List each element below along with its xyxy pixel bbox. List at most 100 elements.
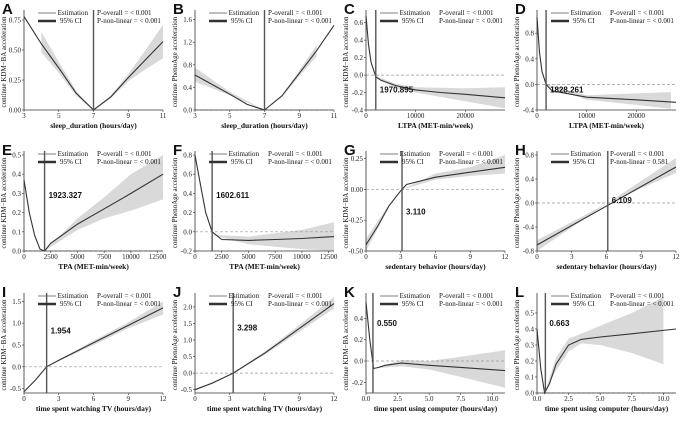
y-tick-label: 0.8 — [525, 30, 534, 38]
reference-value-label: 1.954 — [51, 326, 72, 335]
legend-estimation-label: Estimation — [229, 150, 260, 158]
y-tick-label: -0.5 — [181, 386, 193, 394]
p-nonlinear-text: P-non-linear = < 0.001 — [97, 17, 161, 25]
y-tick-label: 0.25 — [351, 155, 364, 163]
panel-i: I 1.954 0 3 6 9 12 -0.5 0.0 0.5 1.0 1.5 time spent w… — [0, 284, 167, 413]
p-nonlinear-text: P-non-linear = < 0.001 — [610, 300, 674, 308]
p-overall-text: P-overall = < 0.001 — [97, 292, 152, 300]
y-axis-label: continue KDM−BA acceleration — [0, 299, 8, 391]
p-overall-text: P-overall = < 0.001 — [610, 292, 665, 300]
x-tick-label: 10000 — [578, 112, 596, 120]
y-tick-label: 0.0 — [12, 363, 21, 371]
y-tick-label: 0.2 — [354, 54, 363, 62]
x-tick-label: 10.0 — [486, 395, 499, 403]
x-axis-label: sleep_duration (hours/day) — [50, 121, 137, 130]
y-tick-label: -0.2 — [352, 89, 364, 97]
y-tick-label: 0.8 — [183, 152, 192, 160]
p-nonlinear-text: P-non-linear = 0.581 — [610, 158, 669, 166]
x-tick-label: 12500 — [149, 253, 167, 261]
y-tick-label: 0.4 — [525, 326, 534, 334]
legend-estimation-label: Estimation — [58, 150, 89, 158]
estimate-line — [536, 17, 677, 103]
y-tick-label: 1.6 — [183, 16, 192, 24]
panel-a: A 3 5 7 9 11 0.00 0.25 0.50 0.75 sleep_duration (h… — [0, 1, 167, 130]
x-tick-label: 0 — [364, 253, 368, 261]
panel-letter: J — [173, 284, 181, 301]
legend-ci-label: 95% CI — [573, 300, 595, 308]
x-tick-label: 3 — [193, 112, 197, 120]
legend-estimation-label: Estimation — [571, 292, 602, 300]
estimate-line — [365, 302, 506, 372]
y-tick-label: 0.6 — [354, 19, 363, 27]
x-tick-label: 5 — [57, 112, 61, 120]
p-overall-text: P-overall = < 0.001 — [268, 150, 323, 158]
y-tick-label: 0.0 — [183, 228, 192, 236]
x-tick-label: 0 — [22, 395, 26, 403]
estimate-line — [536, 166, 677, 246]
x-tick-label: 10000 — [293, 253, 311, 261]
x-tick-label: 0.0 — [362, 395, 371, 403]
x-tick-label: 6 — [605, 253, 609, 261]
p-overall-text: P-overall = < 0.001 — [97, 9, 152, 17]
panel-letter: E — [2, 142, 12, 159]
x-tick-label: 9 — [298, 395, 302, 403]
y-tick-label: 0.1 — [12, 228, 21, 236]
legend-estimation-label: Estimation — [58, 9, 89, 17]
legend-ci-label: 95% CI — [402, 300, 424, 308]
x-tick-label: 0 — [193, 395, 197, 403]
x-tick-label: 3 — [399, 253, 403, 261]
x-tick-label: 2500 — [44, 253, 59, 261]
x-tick-label: 3 — [22, 112, 26, 120]
y-axis-label: continue PhenoAge acceleration — [513, 16, 521, 107]
reference-value-label: 0.663 — [549, 319, 570, 328]
y-tick-label: 0.5 — [12, 152, 21, 160]
y-axis-label: continue KDM−BA acceleration — [342, 157, 350, 249]
estimate-line — [23, 173, 164, 252]
x-tick-label: 9 — [298, 112, 302, 120]
x-tick-label: 3 — [57, 395, 61, 403]
y-tick-label: 0.2 — [354, 336, 363, 344]
p-overall-text: P-overall = < 0.001 — [439, 9, 494, 17]
y-axis-label: continue KDM−BA acceleration — [0, 157, 8, 249]
x-axis-label: time spent watching TV (hours/day) — [207, 404, 323, 413]
y-tick-label: 0.4 — [183, 190, 192, 198]
x-tick-label: 2500 — [215, 253, 230, 261]
y-tick-label: -0.5 — [10, 385, 22, 393]
legend-ci-label: 95% CI — [231, 158, 253, 166]
y-tick-label: 0.4 — [183, 84, 192, 92]
panel-k: K 0.550 0.0 2.5 5.0 7.5 10.0 -0.2 0.0 0.2 0.4 time … — [342, 284, 506, 413]
y-tick-label: 0.0 — [525, 390, 534, 398]
legend-ci-label: 95% CI — [573, 158, 595, 166]
y-axis-label: continue PhenoAge acceleration — [171, 299, 179, 390]
y-tick-label: 0.0 — [183, 370, 192, 378]
legend-ci-label: 95% CI — [60, 300, 82, 308]
x-tick-label: 5.0 — [425, 395, 434, 403]
legend-estimation-label: Estimation — [571, 150, 602, 158]
x-tick-label: 9 — [469, 253, 473, 261]
ci-band — [214, 222, 334, 251]
y-tick-label: 0.3 — [525, 342, 534, 350]
panel-letter: H — [515, 142, 526, 159]
estimate-line — [23, 307, 164, 393]
y-tick-label: -0.8 — [523, 248, 535, 256]
ci-band — [41, 24, 163, 110]
panel-h: H 6.109 0 3 6 9 12 -0.8 -0.4 0.0 0.4 0.8 sedentary b… — [513, 142, 681, 271]
p-nonlinear-text: P-non-linear = < 0.001 — [268, 300, 332, 308]
legend-ci-label: 95% CI — [231, 17, 253, 25]
y-tick-label: 0.25 — [9, 77, 22, 85]
x-tick-label: 7 — [263, 112, 267, 120]
x-tick-label: 12 — [673, 253, 681, 261]
x-tick-label: 9 — [127, 112, 131, 120]
panel-letter: F — [173, 142, 182, 159]
x-axis-label: sedentary behavior (hours/day) — [385, 262, 486, 271]
y-tick-label: 0.0 — [12, 248, 21, 256]
p-nonlinear-text: P-non-linear = < 0.001 — [268, 17, 332, 25]
x-tick-label: 10.0 — [657, 395, 670, 403]
x-tick-label: 0 — [535, 253, 539, 261]
panel-letter: G — [344, 142, 356, 159]
x-tick-label: 3 — [570, 253, 574, 261]
x-tick-label: 11 — [160, 112, 167, 120]
p-overall-text: P-overall = < 0.001 — [610, 150, 665, 158]
y-tick-label: 0.75 — [9, 17, 22, 25]
y-tick-label: 0.00 — [351, 186, 364, 194]
